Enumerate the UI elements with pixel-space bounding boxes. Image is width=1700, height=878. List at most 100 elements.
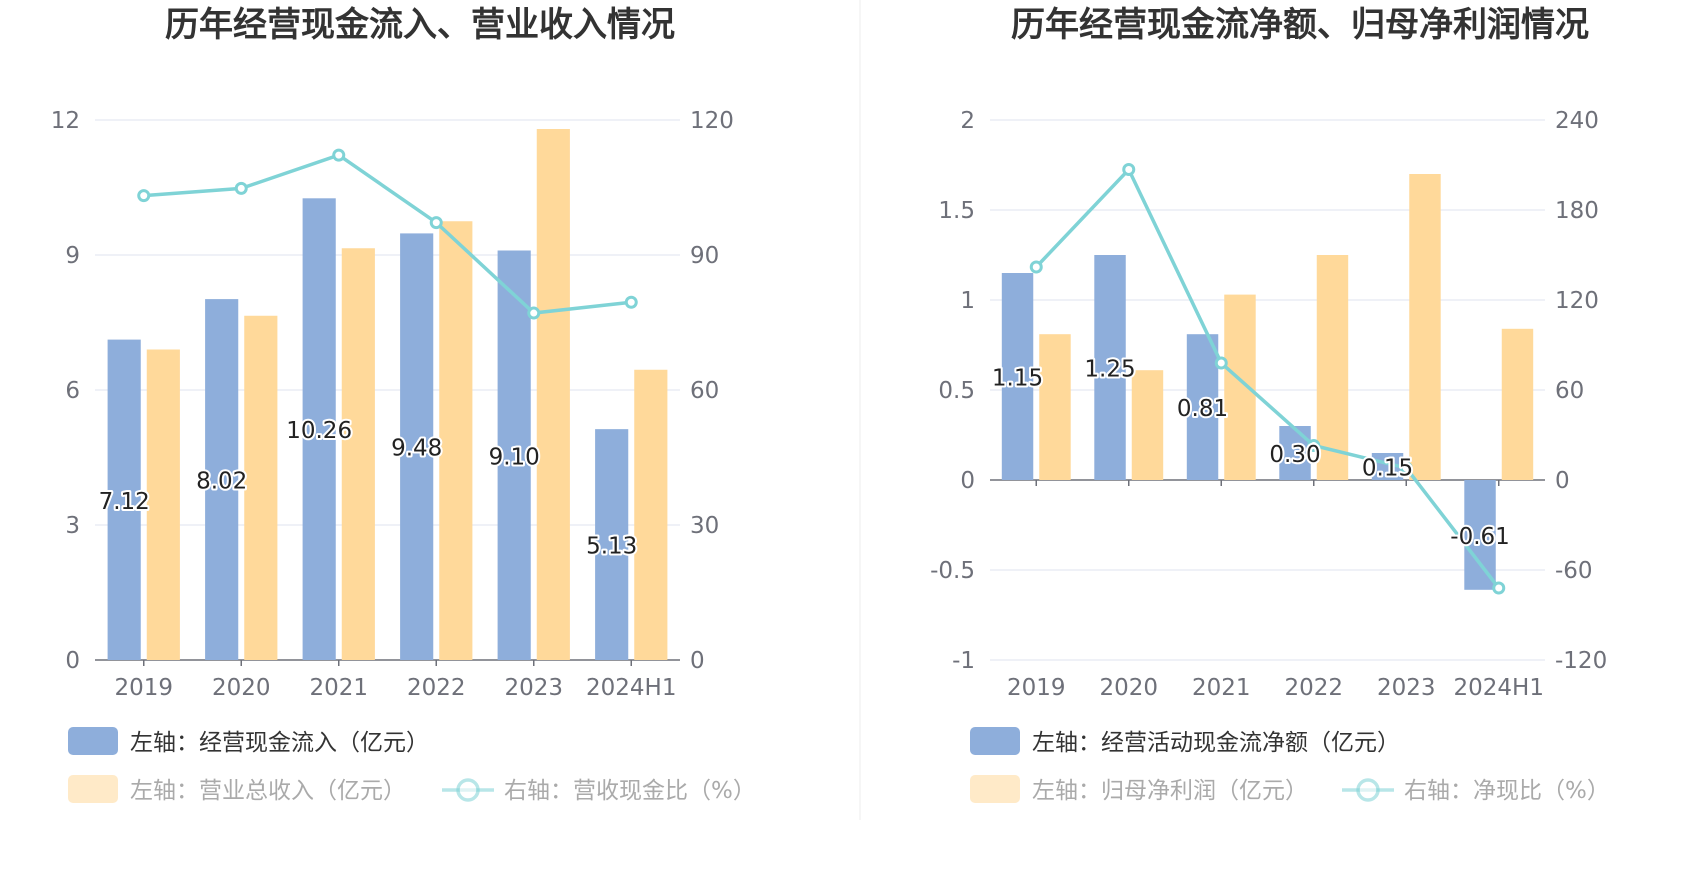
ratio-line-point[interactable] [1029, 260, 1043, 274]
legend-item[interactable]: 右轴：净现比（%） [1342, 778, 1610, 804]
ratio-line-point[interactable] [137, 189, 151, 203]
right-axis-tick-label: 120 [1555, 288, 1599, 314]
left-axis-tick-label: 9 [65, 243, 80, 269]
bar-secondary[interactable] [1409, 174, 1441, 480]
legend-swatch [68, 727, 118, 755]
right-axis-tick-label: -60 [1555, 558, 1593, 584]
bar-primary[interactable] [1094, 255, 1126, 480]
chart-panel-net-cashflow-profit: 历年经营现金流净额、归母净利润情况 -1 -0.5 0 0.5 1 1.5 2 -120 -60 0… [930, 5, 1610, 804]
legend-item[interactable]: 右轴：营收现金比（%） [442, 778, 756, 804]
legend-label: 左轴：经营现金流入（亿元） [130, 730, 429, 756]
legend-item[interactable]: 左轴：经营活动现金流净额（亿元） [970, 727, 1400, 756]
right-axis-tick-label: 240 [1555, 108, 1599, 134]
bar-secondary[interactable] [1501, 328, 1534, 480]
legend-marker-icon [1356, 778, 1380, 802]
bar-primary[interactable] [302, 198, 336, 661]
ratio-line-point[interactable] [1307, 439, 1321, 452]
bar-data-label: 8.02 [196, 469, 247, 495]
left-axis-tick-label: 1.5 [938, 198, 975, 224]
x-axis-tick-label: 2019 [114, 675, 173, 701]
bar-data-label: 5.13 [586, 534, 637, 560]
legend-label: 右轴：净现比（%） [1404, 778, 1610, 804]
ratio-line-point[interactable] [624, 295, 638, 309]
ratio-line-point[interactable] [527, 306, 541, 320]
bar-primary[interactable] [107, 339, 141, 660]
bar-data-label: 9.10 [489, 444, 540, 470]
left-axis-tick-label: 6 [65, 378, 80, 404]
bar-primary[interactable] [400, 233, 434, 660]
bar-secondary[interactable] [341, 248, 375, 660]
bar-primary[interactable] [1186, 334, 1219, 480]
legend-swatch [68, 775, 118, 803]
right-axis-tick-label: 0 [1555, 468, 1570, 494]
ratio-line-point[interactable] [1122, 163, 1136, 176]
legend-marker-icon [456, 778, 480, 802]
bar-data-label: 10.26 [286, 418, 352, 444]
right-axis-tick-label: 120 [690, 108, 734, 134]
right-axis-tick-label: -120 [1555, 648, 1607, 674]
bar-primary[interactable] [595, 429, 629, 660]
legend-label: 右轴：营收现金比（%） [504, 778, 756, 804]
ratio-line-point[interactable] [332, 148, 346, 162]
x-axis-tick-label: 2023 [1377, 675, 1436, 701]
x-axis-tick-label: 2019 [1007, 675, 1066, 701]
right-axis-tick-label: 60 [1555, 378, 1584, 404]
left-axis-tick-label: 0 [65, 648, 80, 674]
left-axis-tick-label: 2 [960, 108, 975, 134]
legend-item[interactable]: 左轴：归母净利润（亿元） [970, 775, 1308, 804]
bar-primary[interactable] [497, 250, 531, 661]
bar-secondary[interactable] [146, 349, 180, 661]
bar-secondary[interactable] [1131, 370, 1164, 480]
chart-title: 历年经营现金流净额、归母净利润情况 [1011, 5, 1589, 45]
left-axis-tick-label: 1 [960, 288, 975, 314]
x-axis-tick-label: 2024H1 [1454, 675, 1544, 701]
legend-swatch [970, 775, 1020, 803]
x-axis-tick-label: 2020 [1099, 675, 1158, 701]
bar-secondary[interactable] [634, 369, 668, 660]
legend-label: 左轴：归母净利润（亿元） [1032, 778, 1308, 804]
x-axis-tick-label: 2022 [1284, 675, 1343, 701]
x-axis-tick-label: 2023 [504, 675, 563, 701]
right-axis-tick-label: 0 [690, 648, 705, 674]
bar-secondary[interactable] [1039, 334, 1071, 480]
bar-primary[interactable] [205, 299, 239, 660]
ratio-line [1034, 166, 1501, 590]
bar-primary[interactable] [1464, 480, 1496, 590]
x-axis-tick-label: 2021 [1192, 675, 1251, 701]
left-axis-tick-label: 0.5 [938, 378, 975, 404]
bar-secondary[interactable] [439, 221, 473, 660]
bar-data-label: 1.25 [1084, 357, 1135, 383]
bar-secondary[interactable] [536, 129, 570, 660]
bar-data-label: 0.81 [1177, 396, 1228, 422]
bar-secondary[interactable] [244, 315, 278, 660]
right-axis-tick-label: 90 [690, 243, 719, 269]
ratio-line-point[interactable] [429, 216, 443, 230]
ratio-line-point[interactable] [1492, 581, 1506, 595]
legend-item[interactable]: 左轴：营业总收入（亿元） [68, 775, 406, 804]
bar-primary[interactable] [1001, 273, 1034, 480]
bar-secondary[interactable] [1316, 255, 1349, 480]
bar-data-label: 7.12 [99, 489, 150, 515]
right-axis-tick-label: 180 [1555, 198, 1599, 224]
bar-data-label: 0.30 [1269, 442, 1320, 468]
chart-title: 历年经营现金流入、营业收入情况 [165, 5, 675, 45]
left-axis-tick-label: -0.5 [930, 558, 975, 584]
ratio-line-point[interactable] [1214, 356, 1228, 370]
ratio-line-point[interactable] [1399, 461, 1413, 475]
bar-data-label: -0.61 [1450, 524, 1510, 550]
left-axis-tick-label: 0 [960, 468, 975, 494]
legend-item[interactable]: 左轴：经营现金流入（亿元） [68, 727, 429, 756]
left-axis-tick-label: 12 [51, 108, 80, 134]
left-axis-tick-label: -1 [952, 648, 975, 674]
x-axis-tick-label: 2024H1 [586, 675, 676, 701]
x-axis-tick-label: 2021 [309, 675, 368, 701]
bar-primary[interactable] [1279, 426, 1311, 480]
x-axis-tick-label: 2022 [407, 675, 466, 701]
left-axis-tick-label: 3 [65, 513, 80, 539]
legend-swatch [970, 727, 1020, 755]
legend-label: 左轴：营业总收入（亿元） [130, 778, 406, 804]
ratio-line-point[interactable] [234, 181, 248, 195]
